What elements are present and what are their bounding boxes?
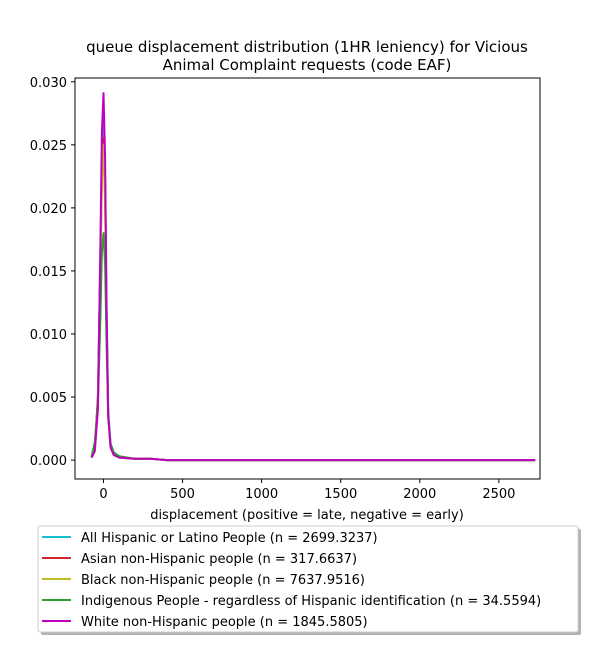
y-tick-label: 0.030	[30, 76, 67, 91]
x-tick-label: 1500	[324, 487, 357, 502]
y-tick-label: 0.020	[30, 202, 67, 217]
legend-label: White non-Hispanic people (n = 1845.5805…	[81, 615, 368, 630]
y-tick-label: 0.010	[30, 328, 67, 343]
legend-label: Asian non-Hispanic people (n = 317.6637)	[81, 552, 357, 567]
y-axis: 0.000 0.005 0.010 0.015 0.020 0.025 0.030	[30, 76, 75, 469]
series-line-3	[90, 143, 536, 462]
x-axis-label: displacement (positive = late, negative …	[150, 508, 464, 523]
plot-lines	[90, 92, 536, 462]
x-tick-label: 2500	[482, 487, 515, 502]
x-tick-label: 2000	[403, 487, 436, 502]
legend-box	[37, 525, 579, 633]
chart-title-line-2: Animal Complaint requests (code EAF)	[163, 56, 452, 74]
y-tick-label: 0.005	[30, 391, 67, 406]
legend-label: All Hispanic or Latino People (n = 2699.…	[81, 531, 378, 546]
series-line-1	[90, 124, 536, 462]
series-line-5	[90, 92, 536, 462]
plot-frame	[74, 77, 541, 480]
series-line-2	[90, 137, 536, 462]
x-tick-label: 500	[170, 487, 195, 502]
legend-label: Indigenous People - regardless of Hispan…	[81, 594, 541, 609]
x-tick-label: 0	[99, 487, 107, 502]
chart-title-line-1: queue displacement distribution (1HR len…	[86, 38, 528, 56]
x-tick-label: 1000	[245, 487, 278, 502]
y-tick-label: 0.025	[30, 139, 67, 154]
legend-label: Black non-Hispanic people (n = 7637.9516…	[81, 573, 365, 588]
x-axis: 0 500 1000 1500 2000 2500	[99, 479, 515, 502]
y-tick-label: 0.000	[30, 454, 67, 469]
series-line-4	[90, 232, 536, 462]
legend: All Hispanic or Latino People (n = 2699.…	[37, 525, 581, 635]
legend-items: All Hispanic or Latino People (n = 2699.…	[42, 531, 541, 630]
y-tick-label: 0.015	[30, 265, 67, 280]
